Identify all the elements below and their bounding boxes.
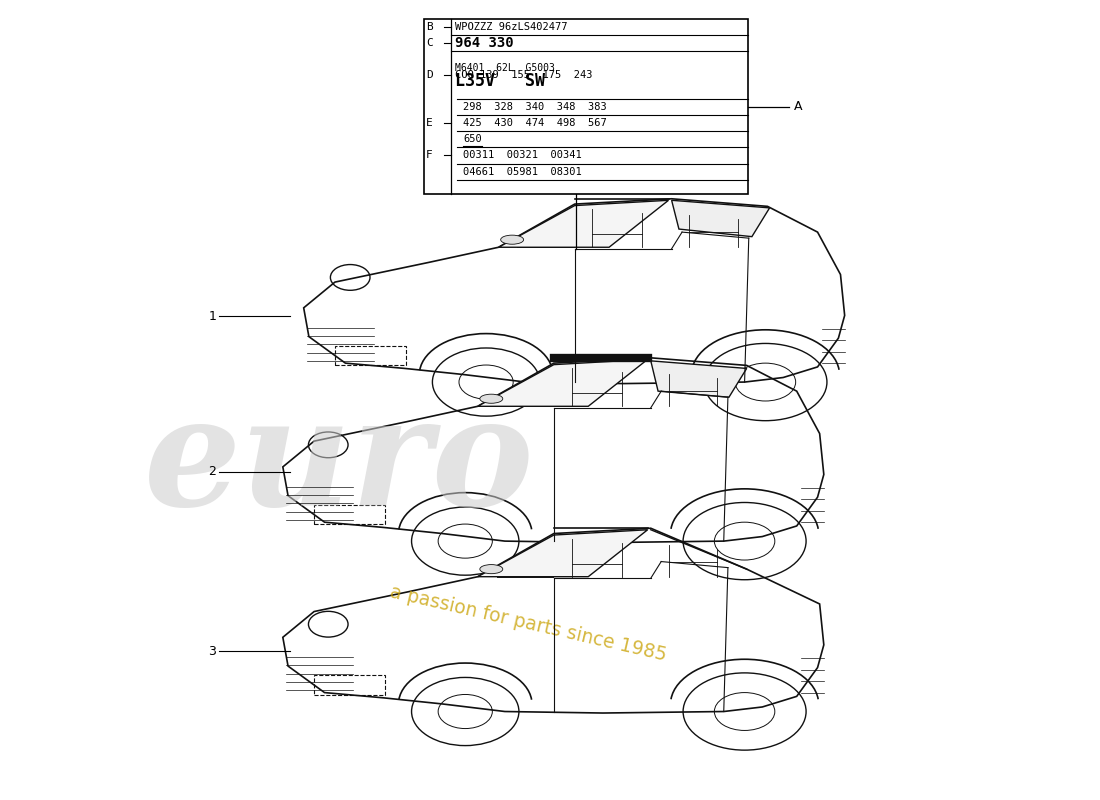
Bar (424, 19, 748, 194)
Text: 650: 650 (463, 134, 482, 144)
Polygon shape (498, 200, 669, 247)
Polygon shape (651, 361, 747, 398)
Text: 425  430  474  498  567: 425 430 474 498 567 (463, 118, 607, 128)
Text: D: D (426, 70, 432, 80)
Ellipse shape (480, 394, 503, 403)
Text: 04661  05981  08301: 04661 05981 08301 (463, 166, 582, 177)
Polygon shape (672, 200, 770, 237)
Text: 298  328  340  348  383: 298 328 340 348 383 (463, 102, 607, 112)
Bar (315, 675, 385, 695)
Text: COO 139  155  175  243: COO 139 155 175 243 (454, 70, 592, 80)
Text: B: B (426, 22, 432, 32)
Polygon shape (477, 359, 648, 406)
Text: 2: 2 (209, 466, 217, 478)
Text: 3: 3 (209, 645, 217, 658)
Text: 00311  00321  00341: 00311 00321 00341 (463, 150, 582, 161)
Text: A: A (793, 100, 802, 113)
Text: E: E (426, 118, 432, 128)
Bar (334, 346, 406, 366)
Ellipse shape (500, 235, 524, 244)
Ellipse shape (480, 565, 503, 574)
Text: WPOZZZ 96zLS402477: WPOZZZ 96zLS402477 (454, 22, 566, 32)
Text: L35V   SW: L35V SW (454, 72, 544, 90)
Polygon shape (477, 530, 648, 577)
Text: 964 330: 964 330 (454, 36, 514, 50)
Text: C: C (426, 38, 432, 48)
Text: 1: 1 (209, 310, 217, 322)
Text: M6401  62L  G5003: M6401 62L G5003 (454, 63, 554, 73)
Text: F: F (426, 150, 432, 161)
Text: euro: euro (144, 390, 535, 538)
Bar (315, 505, 385, 525)
Text: a passion for parts since 1985: a passion for parts since 1985 (388, 582, 668, 664)
